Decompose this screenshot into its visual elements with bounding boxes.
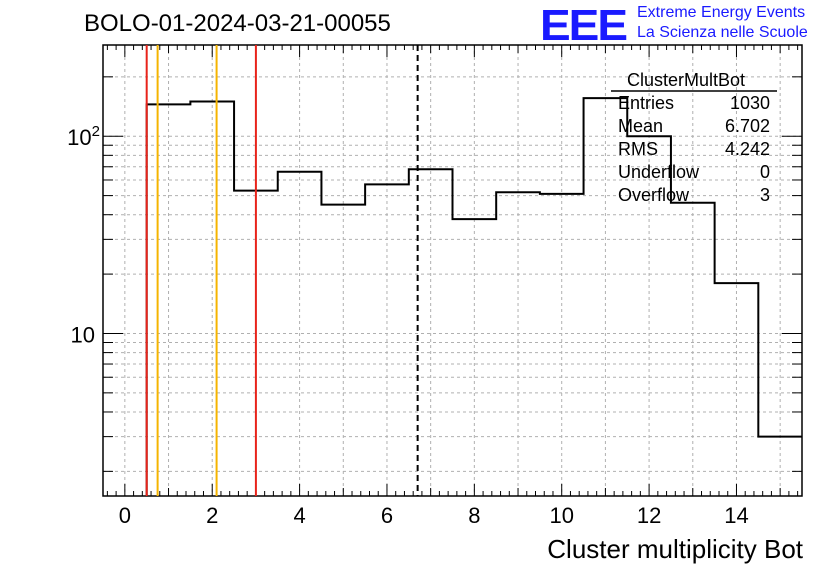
stats-value: 3 [759,185,770,205]
y-tick-label: 10 [71,322,95,347]
chart-title: BOLO-01-2024-03-21-00055 [84,10,391,37]
stats-value: 4.242 [724,139,770,159]
x-tick-label: 2 [206,503,218,528]
eee-logo: EEE [540,0,628,50]
stats-value: 6.702 [724,116,770,136]
stats-key: Underflow [618,162,700,182]
stats-value: 1030 [729,93,770,113]
stats-box-title: ClusterMultBot [627,70,746,90]
org-name-line1: Extreme Energy Events [637,4,806,21]
x-tick-label: 10 [549,503,573,528]
x-tick-label: 6 [381,503,393,528]
x-tick-label: 0 [119,503,131,528]
x-tick-label: 8 [468,503,480,528]
x-tick-label: 12 [637,503,661,528]
stats-key: Overflow [618,185,690,205]
y-tick-label: 102 [67,123,100,150]
stats-key: RMS [618,139,658,159]
stats-key: Entries [618,93,675,113]
stats-key: Mean [618,116,664,136]
histogram-series [145,97,802,496]
org-name-line2: La Scienza nelle Scuole [637,24,808,41]
x-tick-label: 4 [293,503,305,528]
x-tick-label: 14 [724,503,748,528]
stats-value: 0 [759,162,770,182]
x-axis-label: Cluster multiplicity Bot [547,534,803,564]
plot-frame [102,44,803,497]
